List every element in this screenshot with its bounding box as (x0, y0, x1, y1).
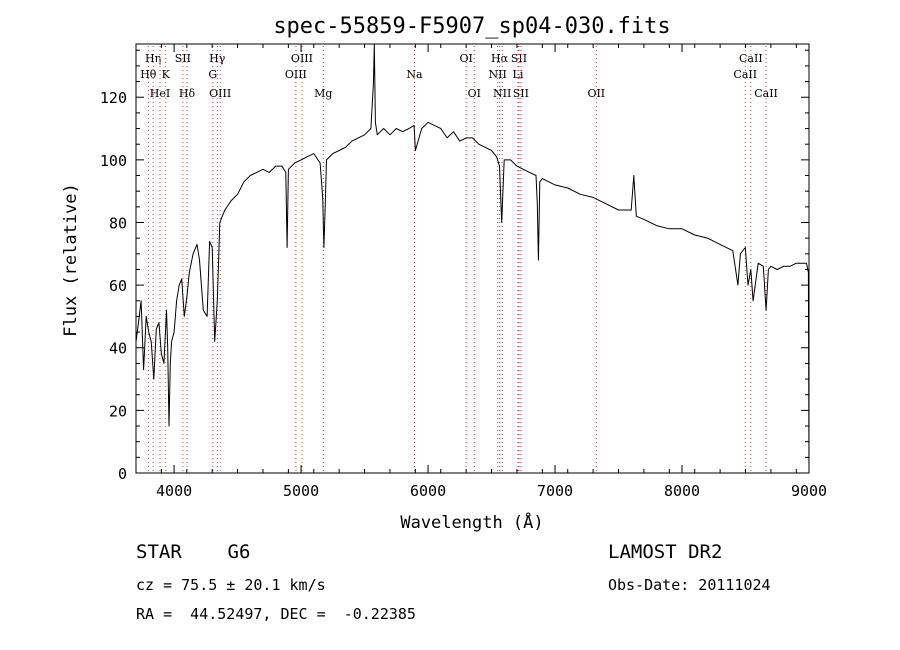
x-tick-label: 5000 (283, 482, 319, 500)
line-marker-label: CaII (733, 68, 757, 81)
line-marker-label: K (162, 68, 171, 81)
line-marker-label: OIII (209, 87, 231, 100)
line-marker-label: Hα (491, 52, 509, 65)
line-marker-label: SII (511, 52, 527, 65)
y-tick-label: 40 (109, 340, 127, 358)
spectrum-series (135, 43, 810, 474)
line-marker-label: OI (468, 87, 481, 100)
y-tick-label: 0 (118, 465, 127, 483)
y-axis-label: Flux (relative) (61, 183, 81, 337)
line-marker-label: Hη (145, 52, 161, 65)
line-marker-label: Hγ (209, 52, 226, 65)
y-tick-label: 60 (109, 277, 127, 295)
line-marker-label: SII (175, 52, 191, 65)
chart-title: spec-55859-F5907_sp04-030.fits (273, 14, 670, 39)
axes-group: 4000 5000 6000 7000 8000 9000 0 20 40 60 80 100 120 (100, 44, 827, 500)
line-marker-label: SII (513, 87, 529, 100)
x-tick-label: 8000 (664, 482, 700, 500)
line-marker-label: NII (493, 87, 511, 100)
line-marker-label: OI (459, 52, 472, 65)
y-tick-label: 80 (109, 214, 127, 232)
y-tick-label: 120 (100, 89, 127, 107)
line-marker-label: OIII (291, 52, 313, 65)
line-marker-label: OII (587, 87, 605, 100)
x-tick-label: 9000 (791, 482, 827, 500)
line-marker-label: Mg (314, 87, 332, 100)
object-class: STAR G6 (136, 541, 251, 563)
line-marker-label: OIII (285, 68, 307, 81)
line-marker-label: CaII (739, 52, 763, 65)
line-marker-label: NII (488, 68, 506, 81)
line-marker-label: Li (513, 68, 524, 81)
ra-dec: RA = 44.52497, DEC = -0.22385 (136, 605, 416, 623)
y-tick-label: 20 (109, 402, 127, 420)
spectrum-line-0 (135, 43, 810, 474)
line-marker-label: Hθ (140, 68, 157, 81)
line-marker-label: Hδ (179, 87, 196, 100)
line-marker-label: Na (406, 68, 423, 81)
x-tick-label: 4000 (156, 482, 192, 500)
x-tick-label: 6000 (410, 482, 446, 500)
x-tick-label: 7000 (537, 482, 573, 500)
obs-date: Obs-Date: 20111024 (608, 576, 771, 594)
line-marker-label: CaII (754, 87, 778, 100)
y-tick-label: 100 (100, 152, 127, 170)
survey-name: LAMOST DR2 (608, 541, 723, 563)
plot-frame (135, 43, 810, 474)
line-marker-label: HeI (150, 87, 170, 100)
x-axis-label: Wavelength (Å) (400, 511, 543, 533)
line-marker-label: G (208, 68, 217, 81)
redshift-cz: cz = 75.5 ± 20.1 km/s (136, 576, 326, 594)
